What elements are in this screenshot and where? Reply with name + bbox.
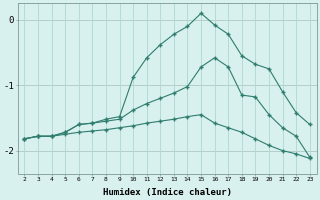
X-axis label: Humidex (Indice chaleur): Humidex (Indice chaleur) (103, 188, 232, 197)
